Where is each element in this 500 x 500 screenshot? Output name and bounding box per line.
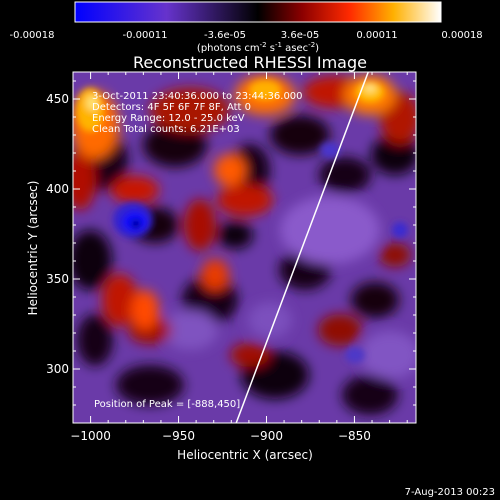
- x-tick-label: −850: [338, 429, 371, 443]
- annotation-energy-range: Energy Range: 12.0 - 25.0 keV: [92, 113, 245, 124]
- colorbar: -0.00018 -0.00011 -3.6e-05 3.6e-05 0.000…: [10, 1, 483, 54]
- colorbar-scale: [74, 1, 442, 23]
- x-tick-label: −900: [250, 429, 283, 443]
- annotation-clean-counts: Clean Total counts: 6.21E+03: [92, 124, 240, 135]
- solar-limb-line: [235, 72, 370, 423]
- annotation-peak-position: Position of Peak = [-888,450]: [94, 399, 240, 410]
- y-tick-label: 350: [46, 272, 69, 286]
- colorbar-tick-label: 0.00018: [441, 30, 482, 41]
- plot-frame: [72, 71, 417, 424]
- footer-timestamp: 7-Aug-2013 00:23: [405, 487, 495, 498]
- image-area: [73, 72, 416, 423]
- colorbar-tick-label: 3.6e-05: [281, 30, 319, 41]
- y-tick-label: 450: [46, 92, 69, 106]
- image-blobs: [73, 75, 416, 415]
- colorbar-tick-label: -0.00011: [123, 30, 168, 41]
- y-axis-ticks: 300 350 400 450: [46, 80, 416, 424]
- plot-title: Reconstructed RHESSI Image: [133, 53, 367, 72]
- y-axis-label: Heliocentric Y (arcsec): [26, 181, 40, 316]
- y-tick-label: 300: [46, 362, 69, 376]
- y-tick-label: 400: [46, 182, 69, 196]
- x-axis-ticks: −1000 −950 −900 −850: [70, 72, 408, 443]
- annotation-time-range: 3-Oct-2011 23:40:36.000 to 23:44:36.000: [92, 91, 303, 102]
- colorbar-tick-label: -3.6e-05: [204, 30, 246, 41]
- x-axis-label: Heliocentric X (arcsec): [177, 448, 313, 462]
- x-tick-label: −1000: [70, 429, 111, 443]
- image-annotations: 3-Oct-2011 23:40:36.000 to 23:44:36.000 …: [92, 91, 303, 410]
- x-tick-label: −950: [162, 429, 195, 443]
- annotation-detectors: Detectors: 4F 5F 6F 7F 8F, Att 0: [92, 102, 251, 113]
- colorbar-tick-label: -0.00018: [10, 30, 55, 41]
- colorbar-units: (photons cm-2 s-1 asec-2): [197, 41, 319, 54]
- colorbar-ticks: -0.00018 -0.00011 -3.6e-05 3.6e-05 0.000…: [10, 30, 483, 41]
- colorbar-tick-label: 0.00011: [356, 30, 397, 41]
